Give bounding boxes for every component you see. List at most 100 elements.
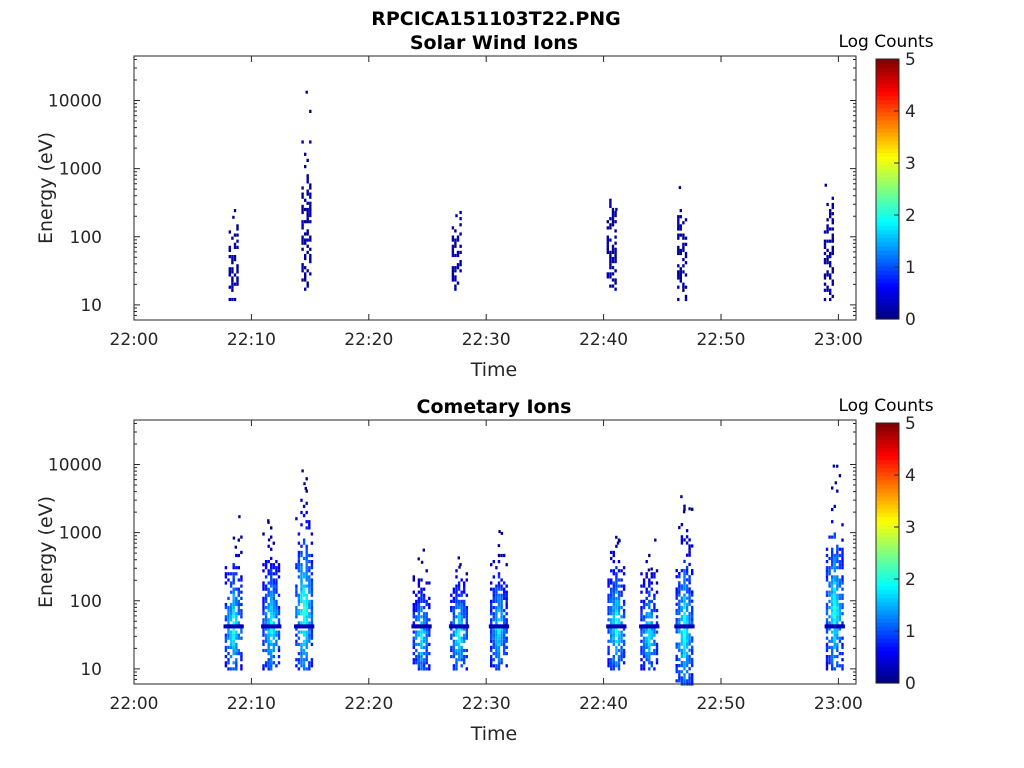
heatmap-cell	[237, 587, 240, 591]
heatmap-cell	[678, 590, 681, 594]
heatmap-cell	[231, 270, 234, 274]
heatmap-cell	[500, 642, 503, 646]
heatmap-cell	[301, 241, 304, 245]
heatmap-cell	[828, 584, 831, 588]
heatmap-cell	[457, 639, 461, 643]
heatmap-cell	[417, 658, 421, 662]
heatmap-cell	[833, 560, 836, 564]
heatmap-cell	[680, 608, 684, 612]
heatmap-cell	[308, 621, 311, 625]
heatmap-cell	[305, 615, 308, 619]
heatmap-cell	[824, 183, 827, 187]
heatmap-cell	[617, 596, 621, 600]
heatmap-cell	[457, 593, 461, 597]
heatmap-cell	[228, 255, 231, 259]
heatmap-cell	[417, 652, 421, 656]
heatmap-cell	[614, 281, 617, 285]
heatmap-cell	[300, 642, 303, 646]
heatmap-cell	[833, 590, 836, 594]
heatmap-cell	[465, 578, 468, 582]
heatmap-cell	[240, 584, 243, 588]
heatmap-cell	[422, 630, 426, 634]
heatmap-cell	[622, 661, 626, 665]
heatmap-cell	[305, 618, 308, 622]
heatmap-cell	[455, 602, 458, 607]
heatmap-cell	[240, 655, 243, 659]
heatmap-cell	[688, 679, 691, 683]
heatmap-cell	[683, 667, 686, 671]
heatmap-cell	[492, 658, 495, 662]
heatmap-cell	[611, 260, 615, 264]
heatmap-cell	[614, 278, 617, 282]
heatmap-cell	[233, 282, 237, 286]
heatmap-cell	[237, 621, 240, 625]
heatmap-cell	[454, 284, 457, 288]
heatmap-cell	[609, 238, 612, 242]
heatmap-cell	[425, 655, 428, 659]
heatmap-cell	[232, 590, 235, 594]
heatmap-cell	[826, 218, 829, 222]
heatmap-cell	[645, 572, 648, 576]
heatmap-cell	[828, 566, 831, 570]
heatmap-cell	[297, 621, 301, 625]
heatmap-cell	[422, 612, 426, 616]
heatmap-cell	[615, 621, 618, 625]
heatmap-cell	[300, 590, 303, 594]
heatmap-cell	[495, 615, 498, 619]
heatmap-cell	[277, 636, 281, 640]
heatmap-cell	[609, 266, 612, 270]
heatmap-cell	[836, 556, 839, 561]
heatmap-cell	[831, 486, 834, 490]
heatmap-cell	[606, 238, 609, 242]
heatmap-cell	[614, 256, 617, 261]
heatmap-cell	[691, 648, 694, 652]
heatmap-cell	[833, 599, 836, 603]
heatmap-cell	[262, 587, 265, 591]
heatmap-cell	[304, 256, 307, 261]
heatmap-cell	[451, 269, 455, 273]
heatmap-cell	[648, 612, 651, 616]
heatmap-cell	[833, 556, 836, 561]
heatmap-cell	[677, 270, 680, 274]
heatmap-cell	[420, 642, 423, 646]
heatmap-cell	[420, 578, 423, 582]
heatmap-cell	[615, 664, 618, 668]
heatmap-cell	[309, 220, 312, 224]
heatmap-cell	[308, 584, 311, 588]
heatmap-cell	[454, 287, 457, 291]
colorbar-title: Log Counts	[838, 396, 933, 416]
heatmap-cell	[685, 664, 689, 668]
heatmap-cell	[457, 636, 461, 640]
heatmap-cell	[829, 264, 832, 268]
heatmap-cell	[264, 661, 268, 665]
heatmap-cell	[304, 241, 307, 245]
heatmap-cell	[832, 464, 836, 468]
heatmap-cell	[490, 618, 493, 622]
heatmap-cell	[688, 639, 691, 643]
heatmap-cell	[834, 481, 837, 485]
colorbar-frame	[875, 422, 900, 684]
heatmap-cell	[607, 584, 610, 588]
heatmap-cell	[640, 658, 643, 662]
heatmap-cell	[688, 550, 691, 554]
heatmap-cell	[412, 636, 415, 640]
heatmap-cell	[277, 630, 281, 634]
heatmap-cell	[490, 639, 493, 643]
heatmap-cell	[836, 547, 839, 551]
heatmap-cell	[607, 658, 610, 662]
colorbar-segment	[876, 492, 899, 497]
heatmap-cell	[455, 642, 458, 646]
heatmap-cell	[302, 556, 306, 561]
colorbar-segment	[876, 443, 899, 448]
heatmap-cell	[683, 569, 686, 573]
heatmap-cell	[420, 639, 423, 643]
heatmap-cell	[683, 572, 686, 576]
colorbar-segment	[876, 83, 899, 89]
heatmap-cell	[505, 612, 508, 616]
heatmap-cell	[456, 281, 460, 285]
heatmap-cell	[831, 664, 834, 668]
colorbar-segment	[876, 254, 899, 259]
heatmap-cell	[495, 599, 498, 603]
colorbar-segment	[876, 544, 899, 550]
heatmap-cell	[614, 253, 617, 258]
